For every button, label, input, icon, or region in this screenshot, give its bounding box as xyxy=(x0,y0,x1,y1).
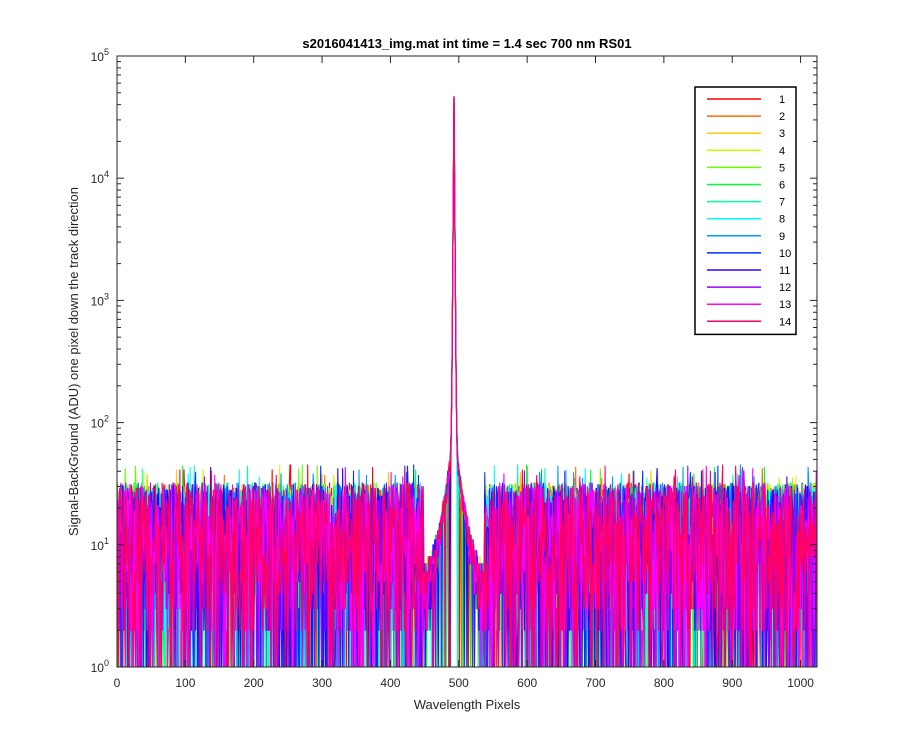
y-axis-label: Signal-BackGround (ADU) one pixel down t… xyxy=(66,187,81,536)
legend-label-4: 4 xyxy=(779,145,785,157)
x-tick-label: 200 xyxy=(244,676,264,690)
x-tick-label: 700 xyxy=(586,676,606,690)
legend-label-12: 12 xyxy=(779,282,791,294)
y-tick-label: 105 xyxy=(91,47,109,64)
x-tick-label: 300 xyxy=(312,676,332,690)
legend-label-5: 5 xyxy=(779,162,785,174)
series-layer xyxy=(117,95,817,667)
axes-layer: 0 100 200 300 400 500 600 700 800 900 100010010110… xyxy=(91,47,818,690)
chart-title: s2016041413_img.mat int time = 1.4 sec 7… xyxy=(302,36,631,51)
legend-box xyxy=(694,86,797,336)
legend-label-7: 7 xyxy=(779,197,785,209)
x-tick-label: 800 xyxy=(654,676,674,690)
x-tick-label: 100 xyxy=(175,676,195,690)
x-tick-label: 1000 xyxy=(787,676,814,690)
legend-label-14: 14 xyxy=(779,316,791,328)
legend-label-2: 2 xyxy=(779,111,785,123)
x-tick-label: 0 xyxy=(114,676,121,690)
y-tick-label: 102 xyxy=(91,414,109,431)
series-line-14 xyxy=(117,95,817,667)
x-axis-label: Wavelength Pixels xyxy=(414,697,521,712)
x-tick-label: 400 xyxy=(380,676,400,690)
y-tick-label: 103 xyxy=(91,291,109,308)
legend-label-11: 11 xyxy=(779,265,790,277)
legend-label-1: 1 xyxy=(779,94,785,106)
legend-label-3: 3 xyxy=(779,128,785,140)
legend-label-10: 10 xyxy=(779,248,791,260)
y-tick-label: 101 xyxy=(91,536,109,553)
y-tick-label: 100 xyxy=(91,658,109,675)
y-tick-label: 104 xyxy=(91,169,109,186)
legend-label-8: 8 xyxy=(779,214,785,226)
x-tick-label: 900 xyxy=(722,676,742,690)
axes-box xyxy=(116,55,818,668)
legend-label-9: 9 xyxy=(779,231,785,243)
x-tick-label: 600 xyxy=(517,676,537,690)
legend-label-13: 13 xyxy=(779,299,791,311)
x-tick-label: 500 xyxy=(449,676,469,690)
legend-label-6: 6 xyxy=(779,180,785,192)
